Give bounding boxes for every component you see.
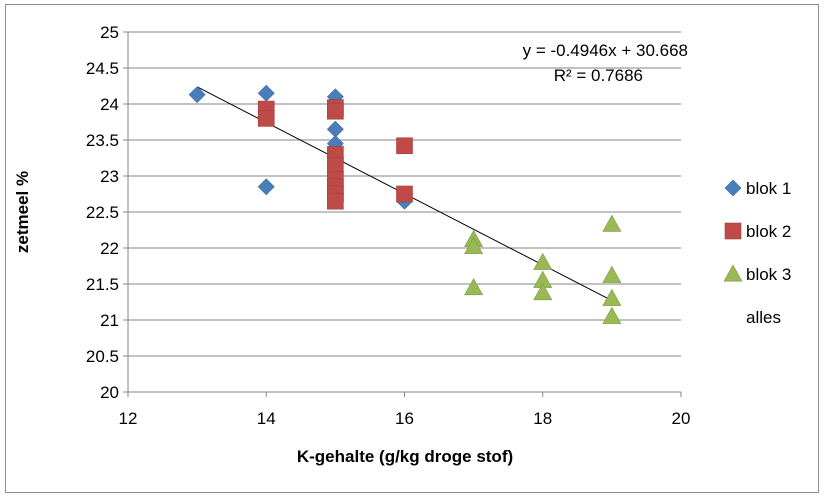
- point-blok-2: [327, 102, 344, 120]
- point-blok-2: [257, 110, 275, 127]
- point-blok-2: [396, 185, 413, 203]
- legend-label-blok-1: blok 1: [746, 179, 791, 198]
- y-tick-label: 25: [100, 23, 119, 42]
- data-points: [188, 84, 622, 324]
- point-blok-3: [602, 265, 622, 283]
- y-tick-label: 22: [100, 239, 119, 258]
- y-tick-label: 23: [100, 167, 119, 186]
- point-blok-2: [327, 192, 344, 210]
- y-tick-label: 23.5: [86, 131, 119, 150]
- y-tick-label: 21.5: [86, 275, 119, 294]
- point-blok-3: [533, 252, 553, 270]
- x-tick-labels: 12 14 16 18 20: [119, 409, 691, 428]
- legend-label-alles: alles: [746, 308, 781, 327]
- y-tick-labels: 20 20.5 21 21.5 22 22.5 23 23.5 24 24.5 25: [86, 23, 119, 402]
- y-axis-title: zetmeel %: [13, 171, 32, 253]
- x-tick-label: 14: [257, 409, 276, 428]
- point-blok-3: [464, 236, 484, 255]
- y-tick-label: 22.5: [86, 203, 119, 222]
- point-blok-1: [326, 120, 344, 138]
- trendline-equation: y = -0.4946x + 30.668: [523, 41, 688, 60]
- point-blok-3: [533, 283, 553, 301]
- gridlines: [128, 31, 681, 393]
- y-tick-label: 20: [100, 383, 119, 402]
- legend-label-blok-3: blok 3: [746, 265, 791, 284]
- legend-marker-blok-1: [724, 179, 742, 197]
- x-tick-label: 12: [119, 409, 138, 428]
- y-tick-label: 24: [100, 95, 119, 114]
- point-blok-1: [257, 84, 275, 102]
- point-blok-1: [257, 178, 275, 196]
- x-tick-label: 18: [533, 409, 552, 428]
- legend-marker-blok-3: [723, 264, 743, 282]
- trendline-r-squared: R² = 0.7686: [554, 66, 643, 85]
- y-tick-label: 20.5: [86, 347, 119, 366]
- legend-marker-blok-2: [724, 222, 742, 240]
- point-blok-1: [188, 86, 206, 104]
- legend-label-blok-2: blok 2: [746, 222, 791, 241]
- x-axis-title: K-gehalte (g/kg droge stof): [297, 447, 513, 466]
- x-tick-label: 20: [672, 409, 691, 428]
- point-blok-2: [327, 156, 344, 174]
- point-blok-3: [602, 288, 622, 306]
- point-blok-3: [602, 214, 622, 232]
- x-tick-label: 16: [395, 409, 414, 428]
- y-tick-label: 24.5: [86, 59, 119, 78]
- point-blok-3: [464, 277, 484, 296]
- point-blok-3: [602, 306, 622, 324]
- y-tick-label: 21: [100, 311, 119, 330]
- axes: [123, 31, 682, 397]
- legend: blok 1 blok 2 blok 3 alles: [723, 179, 791, 327]
- point-blok-2: [396, 137, 413, 155]
